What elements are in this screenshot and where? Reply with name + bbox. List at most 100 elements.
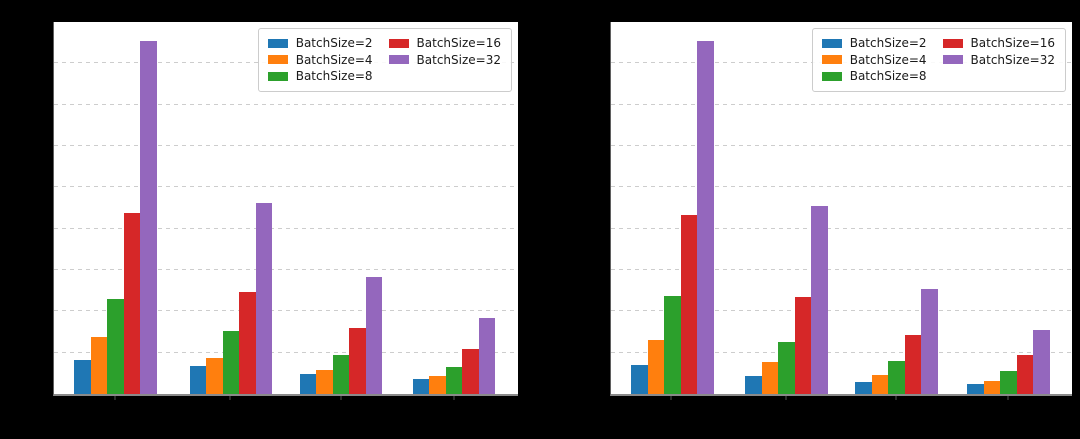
bar-batchsize-2-group3 [855,382,872,394]
legend-swatch-icon [821,38,842,48]
legend-label: BatchSize=16 [970,36,1055,51]
legend: BatchSize=2 BatchSize=4 BatchSize=8 BatchSi… [811,28,1066,92]
legend: BatchSize=2 BatchSize=4 BatchSize=8 BatchSi… [257,28,512,92]
bar-batchsize-32-group2 [811,205,828,394]
legend-item-batchsize-8: BatchSize=8 [821,69,927,84]
bar-batchsize-16-group1 [680,215,698,394]
legend-item-batchsize-16: BatchSize=16 [388,36,501,51]
bar-batchsize-32-group4 [1033,330,1050,394]
legend-label: BatchSize=4 [295,52,373,67]
legend-item-batchsize-2: BatchSize=2 [267,36,373,51]
bars-layer [611,22,1072,394]
bar-batchsize-8-group2 [778,342,795,394]
bar-batchsize-4-group1 [90,337,108,394]
gridline [54,145,518,146]
bar-batchsize-4-group4 [983,380,1001,394]
gridline [54,269,518,270]
gridline [54,103,518,105]
legend-item-batchsize-8: BatchSize=8 [267,69,373,84]
bar-batchsize-2-group2 [745,376,762,394]
gridline [54,310,518,312]
gridline [54,186,518,188]
bar-batchsize-8-group1 [107,298,124,394]
bar-batchsize-8-group4 [445,367,463,394]
x-tick-group2 [785,396,788,400]
bar-batchsize-16-group4 [462,348,479,394]
bar-batchsize-2-group3 [299,374,317,394]
bar-batchsize-32-group1 [140,41,157,394]
bar-batchsize-32-group3 [921,289,938,394]
gridline [611,145,1072,146]
bar-batchsize-32-group3 [365,277,383,394]
bar-batchsize-16-group2 [239,291,256,394]
bar-batchsize-2-group1 [74,360,91,394]
bar-batchsize-2-group2 [189,365,207,394]
gridline [611,310,1072,312]
chart-left: BatchSize=2 BatchSize=4 BatchSize=8 BatchSi… [53,22,518,400]
x-tick-group3 [339,396,342,400]
bar-batchsize-16-group4 [1016,355,1034,394]
bar-batchsize-8-group2 [222,330,240,394]
legend-swatch-icon [942,55,963,65]
bar-batchsize-4-group2 [761,362,779,394]
legend-swatch-icon [267,38,288,48]
legend-swatch-icon [267,71,288,81]
legend-swatch-icon [942,38,963,48]
legend-swatch-icon [388,38,409,48]
legend-label: BatchSize=2 [295,36,373,51]
legend-label: BatchSize=2 [849,36,927,51]
x-axis-ticks [53,396,518,401]
legend-label: BatchSize=32 [970,52,1055,67]
chart-right: BatchSize=2 BatchSize=4 BatchSize=8 BatchSi… [610,22,1072,400]
bar-batchsize-16-group1 [123,213,141,394]
legend-item-batchsize-16: BatchSize=16 [942,36,1055,51]
legend-label: BatchSize=4 [849,52,927,67]
legend-label: BatchSize=16 [416,36,501,51]
bar-batchsize-8-group3 [888,360,905,394]
bar-batchsize-4-group2 [206,358,223,394]
gridline [54,227,518,229]
bars-layer [54,22,518,394]
plot-area-right: BatchSize=2 BatchSize=4 BatchSize=8 BatchSi… [610,22,1072,396]
plot-area-left: BatchSize=2 BatchSize=4 BatchSize=8 BatchSi… [53,22,518,396]
bar-batchsize-16-group2 [794,297,812,394]
bar-batchsize-16-group3 [904,334,922,394]
bar-batchsize-2-group4 [967,384,984,394]
bar-batchsize-8-group1 [664,296,681,394]
legend-item-batchsize-2: BatchSize=2 [821,36,927,51]
x-tick-group1 [113,396,116,400]
legend-swatch-icon [388,55,409,65]
x-tick-group3 [894,396,897,400]
legend-swatch-icon [267,55,288,65]
gridline [611,269,1072,270]
legend-item-batchsize-4: BatchSize=4 [267,52,373,67]
gridline [611,227,1072,229]
gridline [611,186,1072,188]
bar-batchsize-8-group4 [1000,371,1017,394]
bar-batchsize-2-group1 [631,365,648,394]
bar-batchsize-4-group3 [871,374,889,394]
legend-swatch-icon [821,55,842,65]
x-tick-group2 [229,396,232,400]
bar-batchsize-4-group4 [429,376,446,394]
legend-label: BatchSize=32 [416,52,501,67]
x-tick-group1 [670,396,673,400]
legend-swatch-icon [821,71,842,81]
legend-item-batchsize-32: BatchSize=32 [942,52,1055,67]
bar-batchsize-4-group3 [316,370,333,394]
bar-batchsize-4-group1 [647,340,665,394]
bar-batchsize-2-group4 [412,379,430,394]
x-tick-group4 [452,396,455,400]
gridline [611,351,1072,353]
gridline [611,103,1072,105]
legend-label: BatchSize=8 [849,69,927,84]
gridline [54,351,518,353]
bar-batchsize-32-group1 [697,41,714,394]
bar-batchsize-32-group2 [255,203,273,394]
legend-item-batchsize-4: BatchSize=4 [821,52,927,67]
legend-label: BatchSize=8 [295,69,373,84]
bar-batchsize-16-group3 [349,327,366,394]
x-axis-ticks [610,396,1072,401]
bar-batchsize-32-group4 [478,318,496,394]
